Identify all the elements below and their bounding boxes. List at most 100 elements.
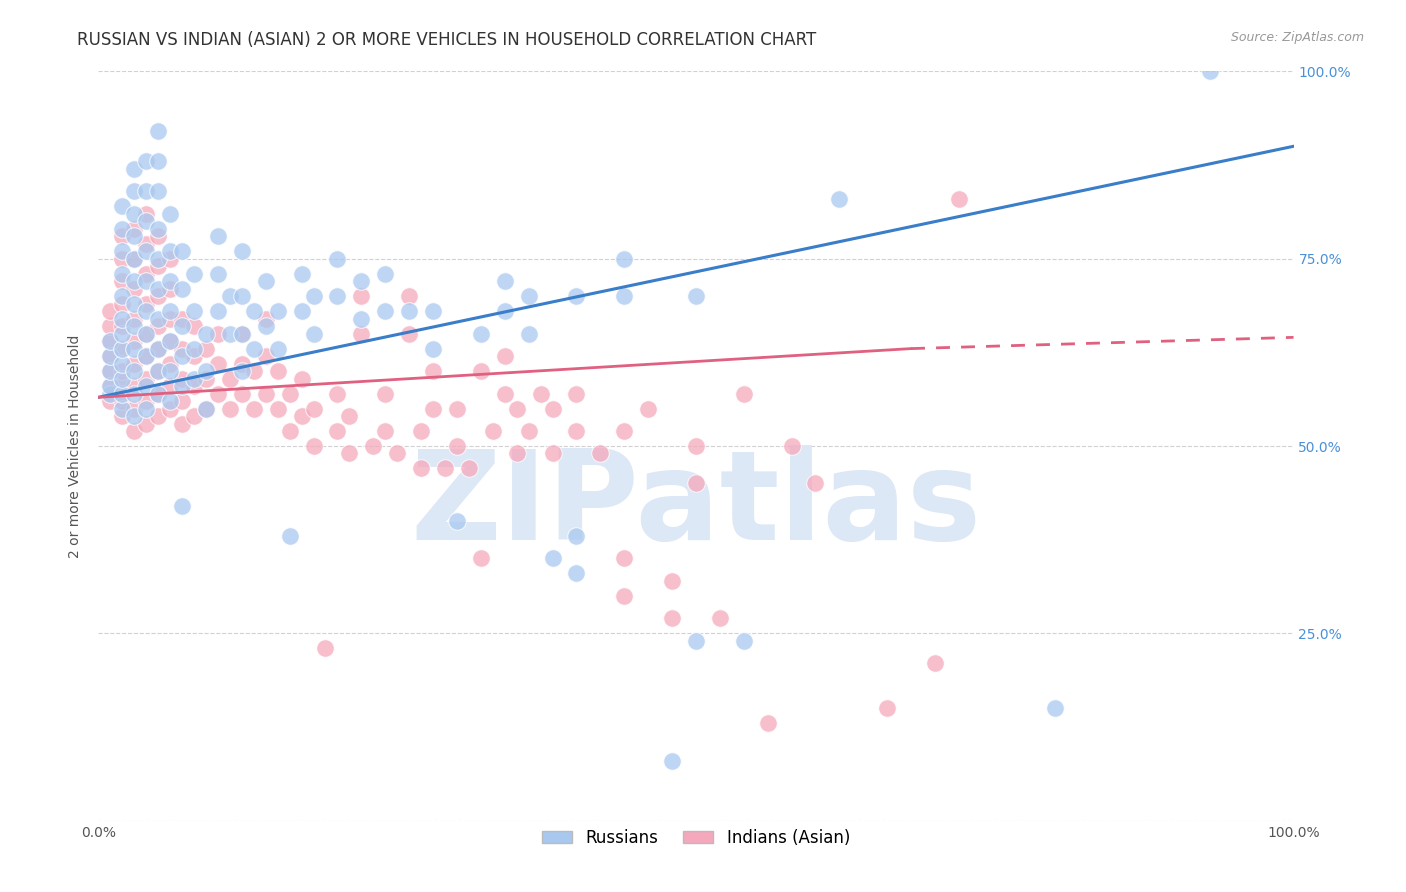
Point — [326, 424, 349, 438]
Point — [124, 207, 146, 221]
Point — [159, 282, 181, 296]
Point — [124, 252, 146, 266]
Point — [207, 386, 229, 401]
Point — [111, 252, 134, 266]
Point — [98, 386, 122, 401]
Point — [111, 386, 134, 401]
Point — [506, 401, 529, 416]
Point — [148, 229, 170, 244]
Point — [315, 641, 337, 656]
Point — [541, 446, 564, 460]
Point — [470, 364, 492, 378]
Point — [195, 364, 218, 378]
Point — [135, 394, 157, 409]
Point — [231, 326, 253, 341]
Point — [172, 394, 194, 409]
Point — [159, 401, 181, 416]
Point — [398, 289, 420, 303]
Point — [148, 386, 170, 401]
Point — [541, 551, 564, 566]
Point — [124, 274, 146, 288]
Point — [124, 334, 146, 348]
Text: ZIPatlas: ZIPatlas — [411, 445, 981, 566]
Point — [267, 401, 290, 416]
Point — [350, 311, 373, 326]
Point — [159, 394, 181, 409]
Point — [326, 289, 349, 303]
Point — [172, 319, 194, 334]
Point — [398, 304, 420, 318]
Point — [135, 304, 157, 318]
Point — [685, 439, 707, 453]
Point — [111, 221, 134, 235]
Point — [124, 311, 146, 326]
Point — [111, 326, 134, 341]
Point — [733, 633, 755, 648]
Point — [411, 424, 433, 438]
Point — [159, 244, 181, 259]
Point — [302, 326, 325, 341]
Point — [111, 319, 134, 334]
Point — [374, 267, 396, 281]
Point — [148, 342, 170, 356]
Point — [135, 244, 157, 259]
Point — [111, 394, 134, 409]
Point — [470, 326, 492, 341]
Point — [159, 311, 181, 326]
Point — [148, 342, 170, 356]
Point — [172, 417, 194, 431]
Point — [183, 304, 205, 318]
Point — [98, 304, 122, 318]
Point — [828, 192, 851, 206]
Point — [183, 267, 205, 281]
Point — [231, 289, 253, 303]
Point — [124, 379, 146, 393]
Point — [613, 589, 636, 603]
Point — [661, 574, 683, 588]
Point — [231, 244, 253, 259]
Point — [278, 386, 301, 401]
Point — [98, 379, 122, 393]
Point — [374, 386, 396, 401]
Point — [661, 611, 683, 625]
Point — [350, 289, 373, 303]
Point — [183, 349, 205, 363]
Point — [111, 296, 134, 310]
Point — [148, 259, 170, 273]
Point — [172, 342, 194, 356]
Point — [135, 267, 157, 281]
Point — [172, 379, 194, 393]
Point — [148, 184, 170, 198]
Point — [148, 282, 170, 296]
Point — [135, 371, 157, 385]
Point — [111, 401, 134, 416]
Point — [231, 326, 253, 341]
Point — [135, 349, 157, 363]
Point — [291, 371, 314, 385]
Point — [159, 379, 181, 393]
Point — [709, 611, 731, 625]
Point — [135, 154, 157, 169]
Point — [458, 461, 481, 475]
Point — [326, 252, 349, 266]
Point — [98, 379, 122, 393]
Point — [195, 401, 218, 416]
Point — [254, 274, 277, 288]
Point — [267, 364, 290, 378]
Point — [278, 424, 301, 438]
Point — [148, 289, 170, 303]
Point — [135, 214, 157, 228]
Point — [195, 342, 218, 356]
Point — [148, 364, 170, 378]
Point — [398, 326, 420, 341]
Point — [446, 401, 468, 416]
Point — [1043, 701, 1066, 715]
Point — [135, 207, 157, 221]
Text: Source: ZipAtlas.com: Source: ZipAtlas.com — [1230, 31, 1364, 45]
Point — [254, 319, 277, 334]
Point — [506, 446, 529, 460]
Point — [124, 357, 146, 371]
Point — [481, 424, 505, 438]
Point — [267, 304, 290, 318]
Point — [780, 439, 803, 453]
